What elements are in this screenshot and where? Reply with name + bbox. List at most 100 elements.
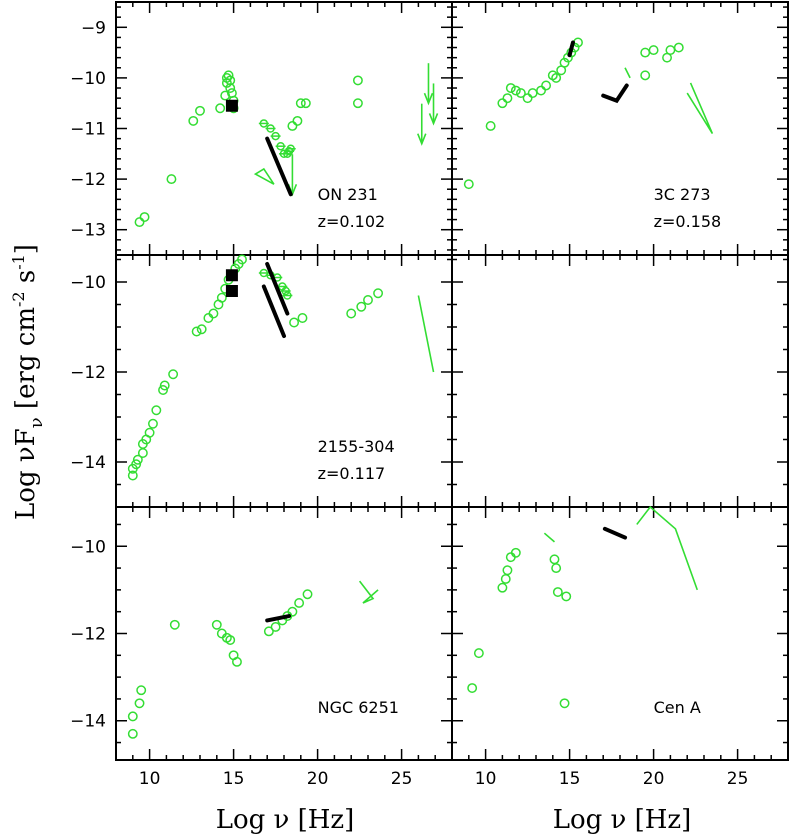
data-point <box>292 115 303 126</box>
data-point <box>225 635 236 645</box>
y-axis-label-exp1: -2 <box>9 291 28 307</box>
data-point <box>132 454 143 465</box>
model-green-line <box>636 505 699 591</box>
model-black-segment <box>265 136 293 197</box>
data-point <box>363 295 373 305</box>
x-tick-label: 15 <box>559 769 581 789</box>
data-point <box>287 606 298 617</box>
data-point <box>648 45 659 56</box>
data-point <box>562 52 573 63</box>
data-point <box>223 70 234 81</box>
y-tick-label: −12 <box>70 625 106 645</box>
panel-title: 2155-304 <box>318 437 395 456</box>
panel-frame <box>115 506 453 761</box>
data-point <box>195 105 205 116</box>
data-point <box>500 574 511 584</box>
data-point <box>208 308 219 319</box>
panel-redshift: z=0.158 <box>654 212 722 231</box>
data-point <box>134 217 145 228</box>
data-point <box>502 93 513 104</box>
data-point <box>134 698 145 709</box>
model-black-segment <box>567 40 575 58</box>
data-point <box>188 115 199 126</box>
panel-title: NGC 6251 <box>318 698 399 717</box>
data-point <box>549 554 560 565</box>
y-axis-label: Log νFν [erg cm-2 s-1] <box>9 244 47 520</box>
panel-frame <box>115 1 453 256</box>
x-axis-label: Log ν [Hz] <box>216 805 355 835</box>
x-axis-label-right: Log ν [Hz] <box>553 805 692 835</box>
data-point <box>220 90 231 101</box>
data-point <box>373 288 384 299</box>
model-green-line <box>543 532 556 543</box>
x-tick-label: 10 <box>139 769 161 789</box>
data-point <box>131 459 142 470</box>
panel-frame <box>451 1 789 256</box>
data-point <box>289 317 300 328</box>
data-point <box>561 591 572 602</box>
data-point <box>270 622 281 632</box>
data-point <box>352 75 363 86</box>
y-axis-label-sub: ν <box>26 417 47 428</box>
data-point <box>297 313 308 323</box>
data-point <box>287 121 298 131</box>
data-point <box>136 685 147 696</box>
gamma-bowtie <box>253 167 275 185</box>
optical-data-block <box>225 285 238 297</box>
panel-title: ON 231 <box>318 185 378 204</box>
panel-5: 10 15 20 25 −10 −12 −14 NGC 6251 <box>70 506 453 789</box>
data-point <box>356 301 367 312</box>
data-point <box>203 313 214 323</box>
model-black-segment <box>261 284 286 338</box>
panel-redshift: z=0.102 <box>318 212 386 231</box>
data-point <box>215 103 226 114</box>
data-point <box>127 711 138 722</box>
model-green-line <box>417 295 435 373</box>
model-black-segment <box>601 83 629 104</box>
data-point <box>159 380 170 391</box>
data-point <box>346 308 357 319</box>
x-tick-label: 10 <box>475 769 497 789</box>
data-point <box>515 88 526 99</box>
data-point <box>127 728 138 739</box>
x-tick-label: 25 <box>391 769 413 789</box>
data-point <box>536 85 546 96</box>
y-tick-label: −11 <box>70 120 106 140</box>
data-point <box>263 626 274 637</box>
model-green-line <box>624 67 631 79</box>
data-point <box>225 83 236 93</box>
data-point <box>139 212 150 223</box>
x-tick-label: 25 <box>727 769 749 789</box>
data-point <box>166 174 177 185</box>
y-axis-label-end: ] <box>11 244 41 254</box>
data-point <box>137 448 148 458</box>
upper-limit-arrowhead <box>417 133 427 146</box>
data-point <box>196 324 207 335</box>
data-point <box>463 179 474 190</box>
data-point <box>551 563 562 574</box>
data-point <box>502 565 513 576</box>
panel-3: −10 −12 −14 2155-304 z=0.117 <box>70 254 453 508</box>
x-tick-label: 20 <box>307 769 329 789</box>
data-point <box>510 85 521 96</box>
data-point <box>541 80 552 91</box>
data-point <box>300 98 311 109</box>
y-axis-label-units: [erg cm <box>11 307 41 409</box>
y-tick-label: −10 <box>70 69 106 89</box>
upper-limit-arrowhead <box>428 113 439 126</box>
data-point <box>225 75 236 86</box>
data-point <box>473 648 484 659</box>
data-point <box>168 369 179 380</box>
model-black-segment <box>602 526 628 540</box>
y-axis-label-mid: s <box>11 270 41 292</box>
data-point <box>551 72 562 83</box>
data-point <box>211 619 222 630</box>
model-black-segment <box>265 614 292 623</box>
y-tick-label: −14 <box>70 712 106 732</box>
data-point <box>232 656 242 667</box>
panel-2: 3C 273 z=0.158 <box>451 1 789 256</box>
panel-title: Cen A <box>654 698 701 717</box>
data-point <box>169 619 180 630</box>
data-point <box>665 45 676 56</box>
